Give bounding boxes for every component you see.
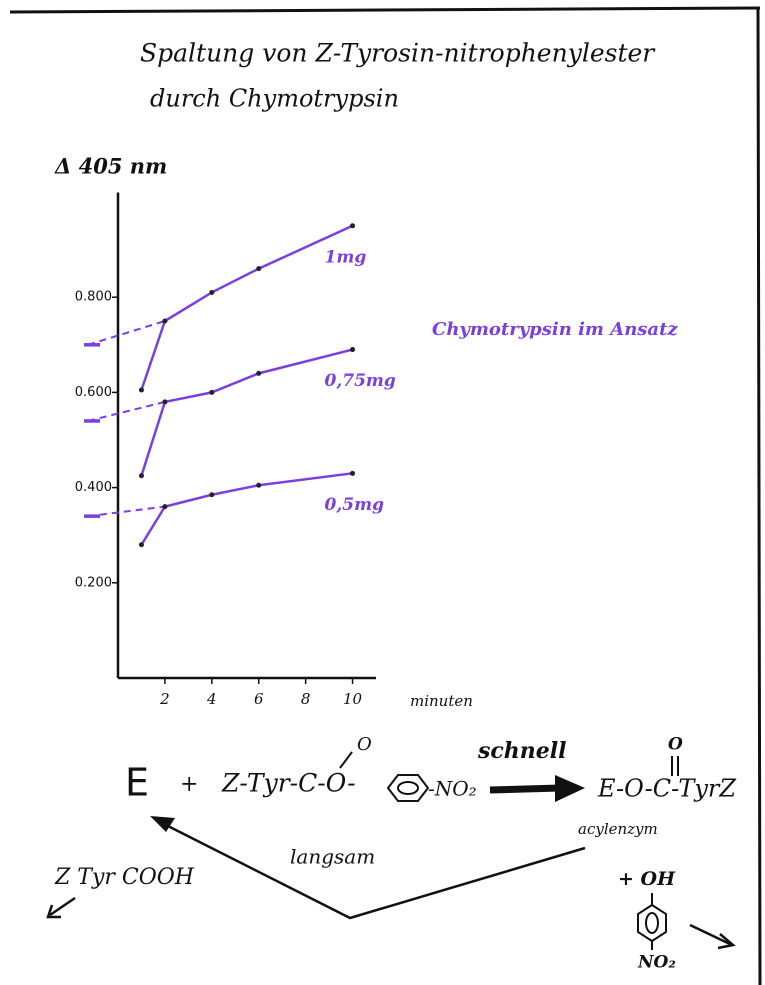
data-point: [162, 504, 168, 510]
product-o: O: [668, 735, 683, 755]
chart-subtitle: durch Chymotrypsin: [150, 85, 399, 113]
series-label: 1mg: [325, 247, 367, 267]
leaving-group: -NO₂: [428, 777, 477, 801]
phenol-arrow: [689, 923, 733, 947]
border-top: [9, 6, 761, 14]
y-axis-label: Δ 405 nm: [54, 154, 167, 179]
x-axis-label: minuten: [410, 692, 473, 710]
plus: +: [180, 772, 198, 797]
border-right: [756, 7, 762, 985]
data-point: [256, 370, 262, 376]
acid: Z Tyr COOH: [54, 865, 195, 890]
y-tick-label: 0.600: [75, 385, 112, 400]
data-point: [209, 492, 215, 498]
data-point: [162, 318, 168, 324]
x-tick-label: 8: [301, 690, 311, 708]
data-point: [256, 482, 262, 488]
double-bond: [339, 751, 353, 769]
data-point: [209, 289, 215, 295]
slow-arrow: [159, 820, 586, 920]
series-label: 0,75mg: [325, 371, 396, 391]
phenol-oh: + OH: [618, 868, 676, 890]
data-point: [350, 470, 356, 476]
legend-title: Chymotrypsin im Ansatz: [432, 319, 678, 340]
series-label: 0,5mg: [325, 495, 385, 515]
phenol-arrowhead: [717, 933, 736, 950]
benzene-ring: [386, 774, 430, 802]
y-tick-label: 0.800: [75, 290, 112, 305]
data-point: [138, 387, 144, 393]
extrapolation: [87, 320, 166, 346]
substrate: Z-Tyr-C-O-: [221, 769, 356, 798]
enzyme: E: [125, 761, 149, 805]
slow-label: langsam: [290, 845, 375, 869]
extrapolation: [87, 400, 166, 422]
phenol-no2: NO₂: [637, 953, 676, 973]
slow-arrowhead: [150, 816, 175, 832]
data-point: [350, 223, 356, 229]
extrapolation: [87, 505, 166, 518]
plot: 0.200 0.400 0.600 0.800 2 4 6 8 10 1mg 0,75mg 0,5mg: [75, 192, 396, 708]
data-point: [256, 266, 262, 272]
product-name: acylenzym: [578, 820, 658, 838]
y-tick-label: 0.200: [75, 575, 112, 590]
data-point: [209, 389, 215, 395]
x-tick-label: 2: [159, 690, 170, 708]
carbonyl-o: O: [357, 734, 372, 755]
acid-arrow: [49, 896, 76, 917]
x-tick-label: 4: [206, 690, 217, 708]
fast-arrow: [489, 784, 561, 794]
fast-arrowhead: [555, 775, 585, 802]
y-tick-label: 0.400: [75, 480, 112, 495]
data-point: [138, 473, 144, 479]
data-point: [350, 347, 356, 353]
data-point: [162, 399, 168, 405]
acid-arrowhead: [46, 904, 61, 919]
x-tick-label: 10: [343, 690, 363, 708]
chart-title: Spaltung von Z-Tyrosin-nitrophenylester: [140, 39, 656, 68]
x-tick-label: 6: [254, 690, 264, 708]
fast-label: schnell: [477, 738, 566, 764]
product: E-O-C-TyrZ: [597, 775, 737, 803]
data-point: [138, 542, 144, 548]
